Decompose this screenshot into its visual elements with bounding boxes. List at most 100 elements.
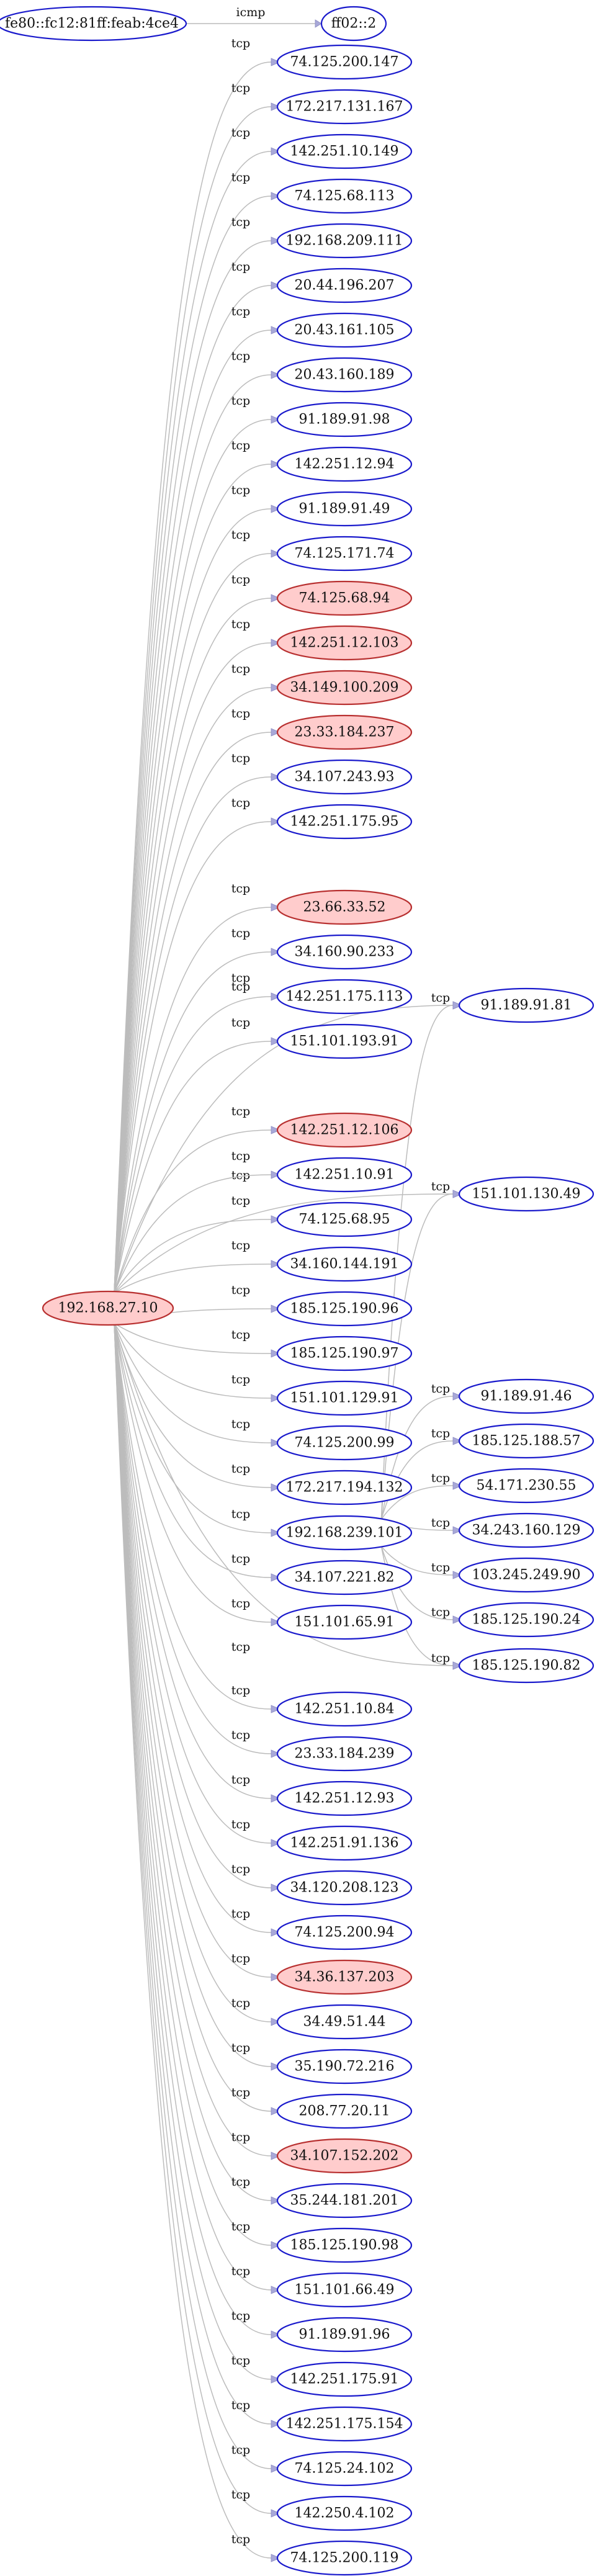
edge-label: tcp bbox=[431, 1427, 450, 1440]
node-n40[interactable]: 34.243.160.129 bbox=[458, 1512, 594, 1548]
node-n41[interactable]: 34.107.221.82 bbox=[276, 1560, 413, 1595]
node-label: 185.125.190.24 bbox=[472, 1612, 581, 1628]
node-n11[interactable]: 91.189.91.98 bbox=[276, 402, 413, 438]
node-n0[interactable]: fe80::fc12:81ff:feab:4ce4 bbox=[0, 6, 187, 42]
node-n48[interactable]: 142.251.12.93 bbox=[276, 1780, 413, 1816]
arrowhead-icon bbox=[271, 1037, 281, 1046]
node-n19[interactable]: 34.107.243.93 bbox=[276, 759, 413, 795]
node-n17[interactable]: 34.149.100.209 bbox=[276, 670, 413, 706]
node-n60[interactable]: 91.189.91.96 bbox=[276, 2317, 413, 2353]
edge-line bbox=[114, 464, 272, 1293]
node-n29[interactable]: 74.125.68.95 bbox=[276, 1201, 413, 1237]
edge-line bbox=[114, 1323, 272, 2022]
node-n45[interactable]: 185.125.190.82 bbox=[458, 1648, 594, 1684]
edge-label: tcp bbox=[231, 1149, 250, 1163]
node-n26[interactable]: 142.251.12.106 bbox=[276, 1112, 413, 1148]
node-n37[interactable]: 185.125.188.57 bbox=[458, 1423, 594, 1459]
arrowhead-icon bbox=[271, 147, 281, 156]
node-n58[interactable]: 185.125.190.98 bbox=[276, 2227, 413, 2263]
node-n53[interactable]: 34.49.51.44 bbox=[276, 2004, 413, 2040]
node-n9[interactable]: 20.43.161.105 bbox=[276, 312, 413, 348]
node-n56[interactable]: 34.107.152.202 bbox=[276, 2138, 413, 2174]
node-n10[interactable]: 20.43.160.189 bbox=[276, 357, 413, 393]
node-n16[interactable]: 142.251.12.103 bbox=[276, 625, 413, 661]
arrowhead-icon bbox=[452, 1526, 463, 1535]
node-n1[interactable]: ff02::2 bbox=[320, 6, 387, 42]
node-n63[interactable]: 74.125.24.102 bbox=[276, 2451, 413, 2487]
node-n36[interactable]: 172.217.194.132 bbox=[276, 1470, 413, 1506]
node-n13[interactable]: 91.189.91.49 bbox=[276, 491, 413, 527]
node-n27[interactable]: 142.251.10.91 bbox=[276, 1157, 413, 1193]
node-label: 20.44.196.207 bbox=[295, 278, 395, 294]
edge-label: tcp bbox=[231, 1016, 250, 1030]
node-n46[interactable]: 142.251.10.84 bbox=[276, 1691, 413, 1727]
node-n55[interactable]: 208.77.20.11 bbox=[276, 2093, 413, 2129]
node-n59[interactable]: 151.101.66.49 bbox=[276, 2272, 413, 2308]
edge-label: tcp bbox=[231, 439, 250, 452]
edge-label: tcp bbox=[231, 2220, 250, 2233]
node-n52[interactable]: 34.36.137.203 bbox=[276, 1959, 413, 1995]
node-n42[interactable]: 103.245.249.90 bbox=[458, 1557, 594, 1593]
edge-n2-n39: tcp bbox=[114, 1323, 281, 1537]
arrowhead-icon bbox=[452, 1392, 463, 1401]
edge-n2-n30: tcp bbox=[114, 1239, 281, 1294]
node-n64[interactable]: 142.250.4.102 bbox=[276, 2495, 413, 2531]
node-ellipse bbox=[276, 2093, 413, 2129]
edge-n2-n56: tcp bbox=[114, 1323, 281, 2160]
node-label: 142.251.10.149 bbox=[290, 144, 399, 159]
node-n35[interactable]: 91.189.91.46 bbox=[458, 1378, 594, 1414]
node-n57[interactable]: 35.244.181.201 bbox=[276, 2183, 413, 2219]
node-n47[interactable]: 23.33.184.239 bbox=[276, 1736, 413, 1772]
node-n34[interactable]: 74.125.200.99 bbox=[276, 1425, 413, 1461]
edge-n39-n40: tcp bbox=[381, 1516, 463, 1535]
edge-n39-n28: tcp bbox=[380, 1180, 463, 1520]
node-n12[interactable]: 142.251.12.94 bbox=[276, 446, 413, 482]
node-n7[interactable]: 192.168.209.111 bbox=[276, 223, 413, 259]
node-n62[interactable]: 142.251.175.154 bbox=[276, 2406, 413, 2442]
node-ellipse bbox=[458, 1512, 594, 1548]
node-n54[interactable]: 35.190.72.216 bbox=[276, 2049, 413, 2085]
node-n23[interactable]: 142.251.175.113 bbox=[276, 979, 413, 1015]
node-n30[interactable]: 34.160.144.191 bbox=[276, 1246, 413, 1282]
node-ellipse bbox=[276, 934, 413, 970]
node-n24[interactable]: 151.101.193.91 bbox=[276, 1023, 413, 1059]
node-n18[interactable]: 23.33.184.237 bbox=[276, 714, 413, 750]
node-n32[interactable]: 185.125.190.97 bbox=[276, 1335, 413, 1371]
node-n61[interactable]: 142.251.175.91 bbox=[276, 2361, 413, 2397]
node-n49[interactable]: 142.251.91.136 bbox=[276, 1825, 413, 1861]
node-n39[interactable]: 192.168.239.101 bbox=[276, 1515, 413, 1551]
edge-n2-n26: tcp bbox=[114, 1105, 281, 1293]
node-n43[interactable]: 151.101.65.91 bbox=[276, 1604, 413, 1640]
node-n22[interactable]: 34.160.90.233 bbox=[276, 934, 413, 970]
node-n50[interactable]: 34.120.208.123 bbox=[276, 1870, 413, 1906]
node-n44[interactable]: 185.125.190.24 bbox=[458, 1602, 594, 1638]
arrowhead-icon bbox=[271, 2107, 281, 2116]
node-n6[interactable]: 74.125.68.113 bbox=[276, 178, 413, 214]
node-n5[interactable]: 142.251.10.149 bbox=[276, 133, 413, 169]
node-ellipse bbox=[276, 44, 413, 80]
node-n51[interactable]: 74.125.200.94 bbox=[276, 1914, 413, 1950]
node-ellipse bbox=[276, 1425, 413, 1461]
node-n2[interactable]: 192.168.27.10 bbox=[42, 1290, 174, 1326]
node-n21[interactable]: 23.66.33.52 bbox=[276, 889, 413, 925]
node-n33[interactable]: 151.101.129.91 bbox=[276, 1380, 413, 1416]
node-n3[interactable]: 74.125.200.147 bbox=[276, 44, 413, 80]
node-n15[interactable]: 74.125.68.94 bbox=[276, 580, 413, 616]
node-n28[interactable]: 151.101.130.49 bbox=[458, 1176, 594, 1212]
node-n4[interactable]: 172.217.131.167 bbox=[276, 89, 413, 125]
edge-n2-n36: tcp bbox=[114, 1323, 281, 1492]
node-n38[interactable]: 54.171.230.55 bbox=[458, 1468, 594, 1504]
node-n65[interactable]: 74.125.200.119 bbox=[276, 2540, 413, 2576]
arrowhead-icon bbox=[271, 2196, 281, 2205]
node-ellipse bbox=[276, 2406, 413, 2442]
node-n8[interactable]: 20.44.196.207 bbox=[276, 267, 413, 303]
node-n25[interactable]: 91.189.91.81 bbox=[458, 987, 594, 1023]
node-label: 142.251.175.91 bbox=[290, 2372, 399, 2387]
node-n14[interactable]: 74.125.171.74 bbox=[276, 536, 413, 572]
node-n31[interactable]: 185.125.190.96 bbox=[276, 1291, 413, 1327]
edge-n2-n6: tcp bbox=[114, 171, 281, 1293]
node-label: 74.125.68.95 bbox=[299, 1212, 390, 1227]
node-n20[interactable]: 142.251.175.95 bbox=[276, 804, 413, 840]
node-label: 34.36.137.203 bbox=[295, 1970, 395, 1985]
edge-label: tcp bbox=[231, 980, 250, 994]
